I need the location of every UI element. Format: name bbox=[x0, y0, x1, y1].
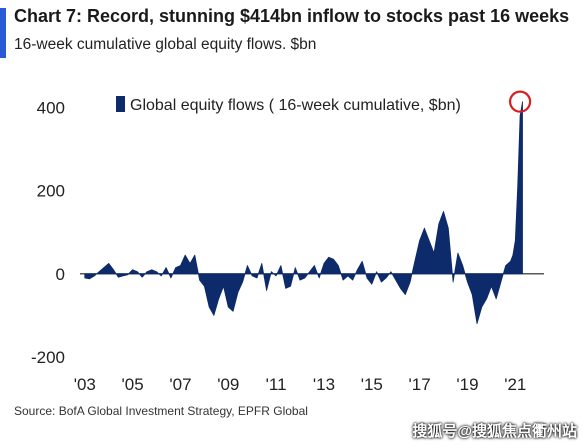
y-tick-label: 200 bbox=[37, 182, 65, 201]
y-tick-label: 400 bbox=[37, 98, 65, 117]
y-tick-label: 0 bbox=[56, 265, 65, 284]
x-tick-label: '19 bbox=[456, 375, 478, 394]
chart-canvas: 400 200 0 -200 '03 '05 '07 '09 '11 '13 '15 '17 '19 '2… bbox=[31, 90, 544, 394]
y-tick-label: -200 bbox=[31, 348, 65, 367]
chart-subtitle: 16-week cumulative global equity flows. … bbox=[14, 36, 317, 53]
x-tick-label: '15 bbox=[361, 375, 383, 394]
title-accent-bar bbox=[0, 8, 6, 58]
axes-group: 400 200 0 -200 '03 '05 '07 '09 '11 '13 '15 '17 '19 '2… bbox=[31, 98, 544, 394]
chart-title: Chart 7: Record, stunning $414bn inflow … bbox=[14, 6, 570, 26]
peak-highlight-circle bbox=[508, 90, 532, 113]
series-group bbox=[84, 90, 532, 325]
x-tick-label: '09 bbox=[217, 375, 239, 394]
legend-label: Global equity flows ( 16-week cumulative… bbox=[130, 97, 461, 114]
x-tick-label: '13 bbox=[313, 375, 335, 394]
x-tick-label: '07 bbox=[169, 375, 191, 394]
x-tick-label: '17 bbox=[409, 375, 431, 394]
watermark: 搜狐号@搜狐焦点衢州站 bbox=[412, 423, 577, 440]
x-tick-label: '11 bbox=[266, 375, 287, 394]
source-note: Source: BofA Global Investment Strategy,… bbox=[14, 404, 308, 418]
x-tick-label: '05 bbox=[122, 375, 144, 394]
x-tick-label: '21 bbox=[504, 375, 526, 394]
series-area bbox=[84, 101, 523, 325]
x-tick-label: '03 bbox=[74, 375, 96, 394]
legend-swatch bbox=[116, 96, 125, 112]
legend: Global equity flows ( 16-week cumulative… bbox=[116, 96, 461, 114]
